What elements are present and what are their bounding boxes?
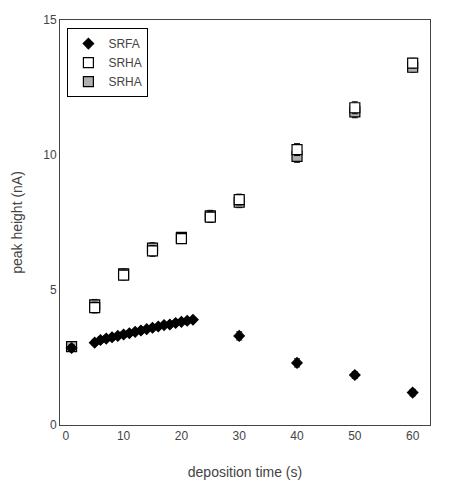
svg-text:SRHA: SRHA	[108, 75, 141, 89]
svg-text:10: 10	[117, 429, 131, 443]
svg-text:15: 15	[43, 13, 57, 27]
svg-text:60: 60	[406, 429, 420, 443]
svg-text:SRHA: SRHA	[108, 56, 141, 70]
svg-text:50: 50	[348, 429, 362, 443]
svg-text:SRFA: SRFA	[108, 37, 139, 51]
svg-text:20: 20	[175, 429, 189, 443]
svg-text:5: 5	[50, 283, 57, 297]
svg-text:40: 40	[290, 429, 304, 443]
svg-text:30: 30	[233, 429, 247, 443]
svg-text:deposition time (s): deposition time (s)	[188, 464, 302, 480]
svg-text:peak height (nA): peak height (nA)	[9, 171, 25, 274]
svg-text:10: 10	[43, 148, 57, 162]
svg-text:0: 0	[62, 429, 69, 443]
svg-text:0: 0	[50, 418, 57, 432]
